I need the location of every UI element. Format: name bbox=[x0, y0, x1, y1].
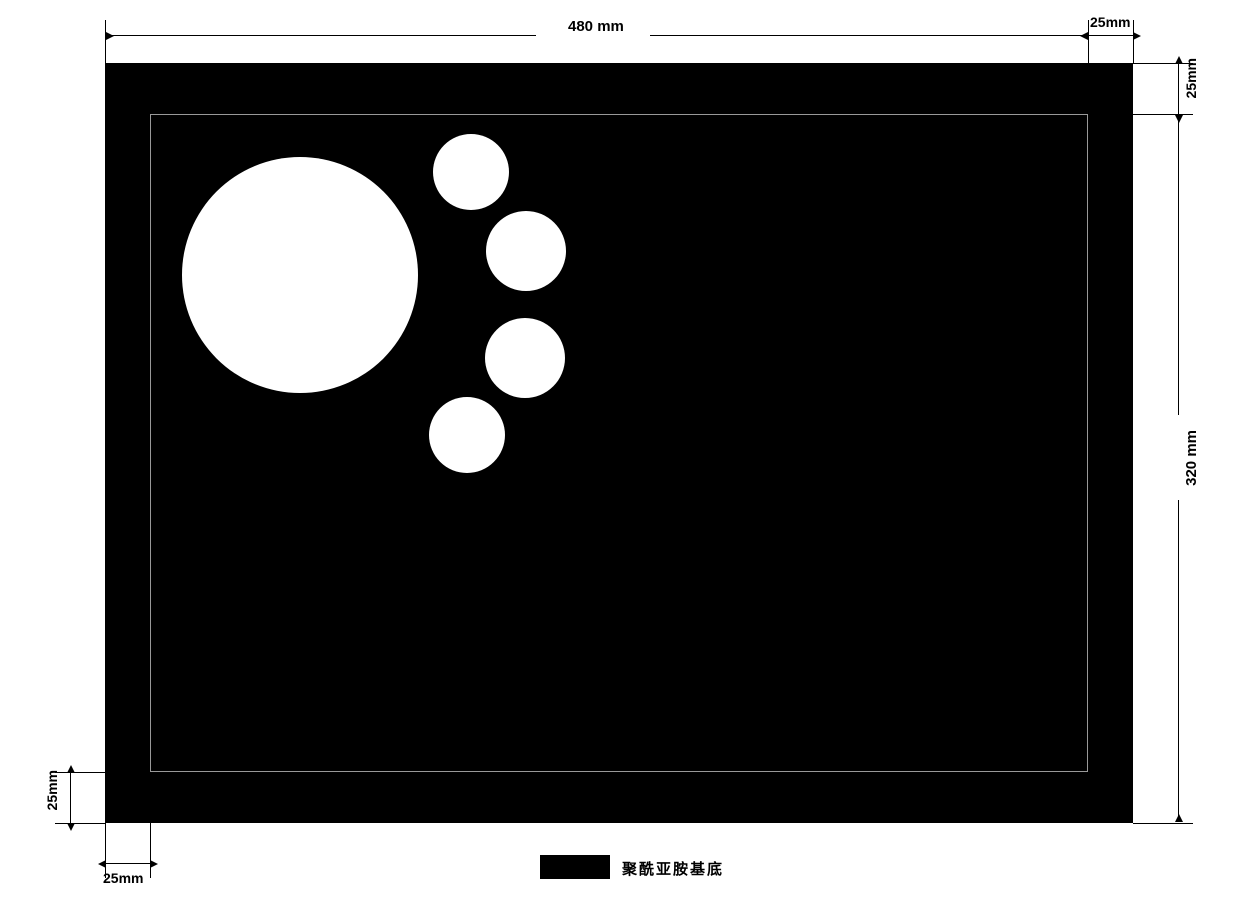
ext-line bbox=[1133, 20, 1134, 63]
dim-tr-h-label: 25mm bbox=[1090, 14, 1130, 30]
ext-line bbox=[150, 823, 151, 878]
dim-arrow-width-left bbox=[106, 35, 536, 36]
dim-arrow-height-bot bbox=[1178, 500, 1179, 822]
small-circle-1 bbox=[433, 134, 509, 210]
dim-arrow-height-top bbox=[1178, 115, 1179, 415]
legend-swatch bbox=[540, 855, 610, 879]
dim-bl-v-label: 25mm bbox=[44, 770, 60, 810]
dim-arrow-tr-v bbox=[1178, 64, 1179, 114]
dim-arrow-tr-h bbox=[1089, 35, 1133, 36]
dim-arrow-width-right bbox=[650, 35, 1088, 36]
ext-line bbox=[1133, 114, 1193, 115]
ext-line bbox=[55, 772, 105, 773]
large-circle bbox=[182, 157, 418, 393]
ext-line bbox=[1088, 20, 1089, 63]
dim-width-label: 480 mm bbox=[568, 18, 624, 35]
dim-arrow-bl-v bbox=[70, 773, 71, 823]
ext-line bbox=[105, 20, 106, 63]
legend-label: 聚酰亚胺基底 bbox=[622, 858, 724, 879]
ext-line bbox=[1133, 823, 1193, 824]
small-circle-3 bbox=[485, 318, 565, 398]
dim-height-label: 320 mm bbox=[1183, 430, 1200, 486]
dim-bl-h-label: 25mm bbox=[103, 870, 143, 886]
small-circle-2 bbox=[486, 211, 566, 291]
dim-tr-v-label: 25mm bbox=[1183, 58, 1199, 98]
dim-arrow-bl-h bbox=[106, 863, 150, 864]
diagram-canvas: 480 mm 25mm 25mm 320 mm 25mm 25mm 聚酰亚胺基底 bbox=[0, 0, 1240, 902]
small-circle-4 bbox=[429, 397, 505, 473]
ext-line bbox=[55, 823, 105, 824]
